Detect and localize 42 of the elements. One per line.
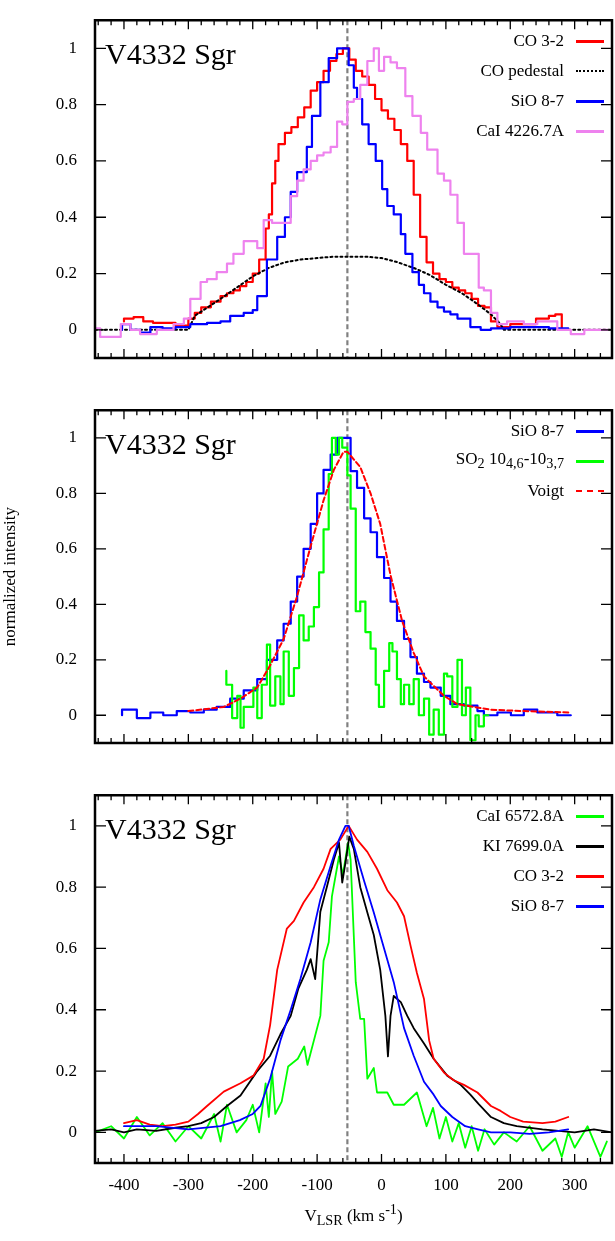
annotation: V4332 Sgr [105, 37, 236, 71]
legend-label: CO 3-2 [513, 866, 564, 887]
legend-label: CaI 4226.7A [476, 121, 564, 142]
x-tick-label: -400 [108, 1174, 140, 1194]
y-tick-label: 0.6 [55, 150, 77, 170]
y-tick-label: 0 [68, 1121, 77, 1141]
x-tick-label: -300 [172, 1174, 204, 1194]
y-tick-label: 0.4 [55, 206, 78, 226]
y-tick-label: 0 [68, 704, 77, 724]
legend-label: SiO 8-7 [510, 91, 564, 112]
legend-label: SiO 8-7 [510, 421, 564, 442]
x-tick-label: 300 [561, 1174, 588, 1194]
x-tick-label: -200 [237, 1174, 269, 1194]
legend-label: CO pedestal [480, 61, 564, 82]
y-tick-label: 0.6 [55, 538, 77, 558]
y-tick-label: 0.8 [55, 482, 77, 502]
legend-label: CaI 6572.8A [476, 806, 564, 827]
x-tick-label: 0 [377, 1174, 386, 1194]
y-tick-label: 0.4 [55, 999, 78, 1019]
x-axis-title: V$_{LSR}$ (km s$^{-1}$) [303, 1201, 404, 1230]
legend-label: SiO 8-7 [510, 896, 564, 917]
y-tick-label: 0.8 [55, 94, 77, 114]
x-tick-label: -100 [301, 1174, 333, 1194]
y-axis-title: normalized intensity [0, 506, 19, 647]
legend-label: SO$_{2}$ 10$_{4,6}$-10$_{3,7}$ [455, 449, 564, 473]
legend-label: Voigt [527, 481, 564, 502]
legend-label: KI 7699.0A [482, 836, 564, 857]
y-tick-label: 1 [68, 427, 77, 447]
y-tick-label: 0.2 [55, 1060, 77, 1080]
y-tick-label: 0.2 [55, 263, 77, 283]
y-tick-label: 0.8 [55, 876, 77, 896]
x-tick-label: 100 [433, 1174, 459, 1194]
x-tick-label: 200 [497, 1174, 524, 1194]
y-tick-label: 0.4 [55, 593, 78, 613]
y-tick-label: 0 [68, 319, 77, 339]
y-tick-label: 1 [68, 37, 77, 57]
y-tick-label: 1 [68, 815, 77, 835]
legend-label: CO 3-2 [513, 31, 564, 52]
annotation: V4332 Sgr [105, 812, 236, 846]
y-tick-label: 0.6 [55, 937, 77, 957]
annotation: V4332 Sgr [105, 427, 236, 461]
y-tick-label: 0.2 [55, 649, 77, 669]
